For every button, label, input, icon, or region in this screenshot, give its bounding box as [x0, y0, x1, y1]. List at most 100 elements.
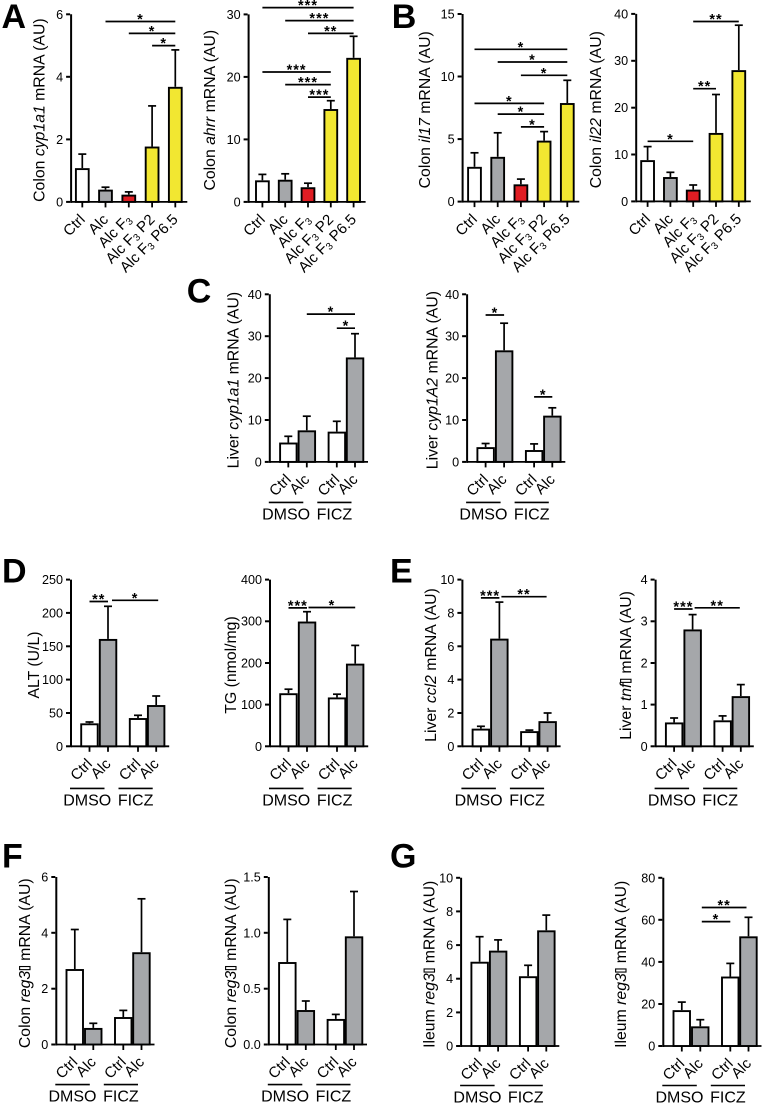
svg-text:0: 0 [621, 195, 628, 209]
svg-text:Alc: Alc [720, 755, 747, 782]
svg-text:mRNA (AU): mRNA (AU) [422, 881, 439, 968]
svg-text:20: 20 [227, 70, 241, 84]
svg-text:**: ** [92, 592, 105, 608]
svg-text:DMSO: DMSO [63, 792, 111, 809]
svg-text:*: * [541, 66, 548, 82]
svg-text:**: ** [709, 12, 722, 28]
svg-text:300: 300 [241, 615, 262, 629]
svg-text:60: 60 [641, 913, 655, 927]
svg-text:0: 0 [56, 195, 63, 209]
svg-text:Alc: Alc [73, 1053, 100, 1080]
svg-text:1.5: 1.5 [243, 871, 261, 885]
svg-text:30: 30 [445, 330, 459, 344]
svg-text:FICZ: FICZ [316, 1089, 352, 1105]
svg-text:*: * [540, 387, 547, 403]
svg-text:6: 6 [446, 939, 453, 953]
svg-text:15: 15 [441, 8, 455, 22]
svg-text:0: 0 [446, 1040, 453, 1054]
svg-text:***: *** [480, 588, 500, 604]
svg-text:ALT (U/L): ALT (U/L) [26, 631, 43, 698]
svg-text:***: *** [298, 0, 318, 14]
svg-text:*: * [132, 591, 139, 607]
svg-text:0.0: 0.0 [243, 1038, 261, 1052]
svg-text:10: 10 [445, 414, 459, 428]
svg-text:FICZ: FICZ [103, 1089, 139, 1105]
svg-text:**: ** [698, 79, 711, 95]
svg-text:Ileum reg3: Ileum reg3 [422, 973, 439, 1048]
svg-text:Liver ccl2 mRNA (AU): Liver ccl2 mRNA (AU) [423, 588, 440, 742]
svg-text:6: 6 [56, 8, 63, 22]
svg-text:Alc: Alc [728, 1055, 755, 1082]
svg-text:Colon cyp1a1 mRNA (AU): Colon cyp1a1 mRNA (AU) [32, 18, 49, 202]
svg-text:6: 6 [447, 640, 454, 654]
svg-text:***: *** [287, 63, 307, 79]
svg-text:Alc: Alc [335, 471, 362, 498]
svg-text:0: 0 [452, 455, 459, 469]
svg-text:80: 80 [641, 871, 655, 885]
svg-text:200: 200 [42, 606, 63, 620]
svg-text:Alc: Alc [526, 1055, 553, 1082]
svg-text:G: G [390, 838, 416, 876]
svg-text:10: 10 [441, 70, 455, 84]
svg-text:**: ** [711, 598, 724, 614]
svg-text:FICZ: FICZ [118, 792, 154, 809]
svg-text:***: *** [298, 75, 318, 91]
svg-text:0: 0 [641, 740, 648, 754]
svg-text:Colon il17 mRNA (AU): Colon il17 mRNA (AU) [417, 31, 434, 188]
svg-text:A: A [2, 0, 27, 36]
svg-text:*: * [667, 132, 674, 148]
svg-text:Alc: Alc [88, 755, 115, 782]
svg-text:Alc: Alc [672, 755, 699, 782]
svg-text:400: 400 [241, 573, 262, 587]
svg-text:40: 40 [445, 288, 459, 302]
svg-text:DMSO: DMSO [455, 792, 503, 809]
svg-text:Alc: Alc [121, 1053, 148, 1080]
svg-text:4: 4 [447, 673, 454, 687]
svg-text:FICZ: FICZ [317, 792, 353, 809]
svg-text:0: 0 [234, 195, 241, 209]
svg-text:40: 40 [248, 288, 262, 302]
svg-text:Liver cyp1a1 mRNA (AU): Liver cyp1a1 mRNA (AU) [226, 292, 243, 468]
svg-text:FICZ: FICZ [508, 1090, 544, 1106]
svg-text:*: * [518, 105, 525, 121]
svg-text:FICZ: FICZ [514, 506, 550, 523]
svg-text:TG (nmol/mg): TG (nmol/mg) [223, 616, 240, 713]
svg-text:***: *** [309, 11, 329, 27]
svg-text:10: 10 [439, 871, 453, 885]
svg-text:DMSO: DMSO [648, 792, 696, 809]
svg-text:Colon ahrr mRNA (AU): Colon ahrr mRNA (AU) [202, 30, 219, 191]
svg-text:Alc: Alc [527, 755, 554, 782]
svg-text:1: 1 [641, 698, 648, 712]
svg-text:8: 8 [447, 606, 454, 620]
svg-text:3: 3 [641, 615, 648, 629]
svg-text:40: 40 [641, 955, 655, 969]
svg-text:***: *** [309, 88, 329, 104]
svg-text:Liver cyp1A2 mRNA (AU): Liver cyp1A2 mRNA (AU) [425, 291, 442, 469]
svg-text:30: 30 [614, 54, 628, 68]
svg-text:Colon reg3: Colon reg3 [17, 971, 34, 1049]
svg-text:E: E [390, 553, 413, 591]
svg-text:Colon il22 mRNA (AU): Colon il22 mRNA (AU) [588, 31, 605, 188]
svg-text:1.0: 1.0 [243, 926, 261, 940]
svg-text:0: 0 [448, 195, 455, 209]
svg-text:100: 100 [241, 698, 262, 712]
svg-text:40: 40 [614, 7, 628, 21]
svg-text:DMSO: DMSO [459, 506, 507, 523]
svg-text:Ileum reg3: Ileum reg3 [613, 973, 630, 1048]
svg-text:mRNA (AU): mRNA (AU) [223, 878, 240, 965]
svg-text:*: * [518, 40, 525, 56]
svg-text:20: 20 [445, 372, 459, 386]
svg-text:2: 2 [41, 982, 48, 996]
svg-text:*: * [160, 36, 167, 52]
svg-text:*: * [343, 319, 350, 335]
svg-text:Alc: Alc [285, 1053, 312, 1080]
svg-text:FICZ: FICZ [702, 792, 738, 809]
svg-text:30: 30 [227, 8, 241, 22]
svg-text:DMSO: DMSO [261, 1089, 309, 1105]
svg-text:*: * [713, 912, 720, 928]
svg-text:Colon reg3: Colon reg3 [223, 971, 240, 1049]
svg-text:FICZ: FICZ [509, 792, 545, 809]
svg-text:*: * [137, 12, 144, 28]
svg-text:DMSO: DMSO [656, 1090, 704, 1106]
svg-text:Alc: Alc [478, 1055, 505, 1082]
